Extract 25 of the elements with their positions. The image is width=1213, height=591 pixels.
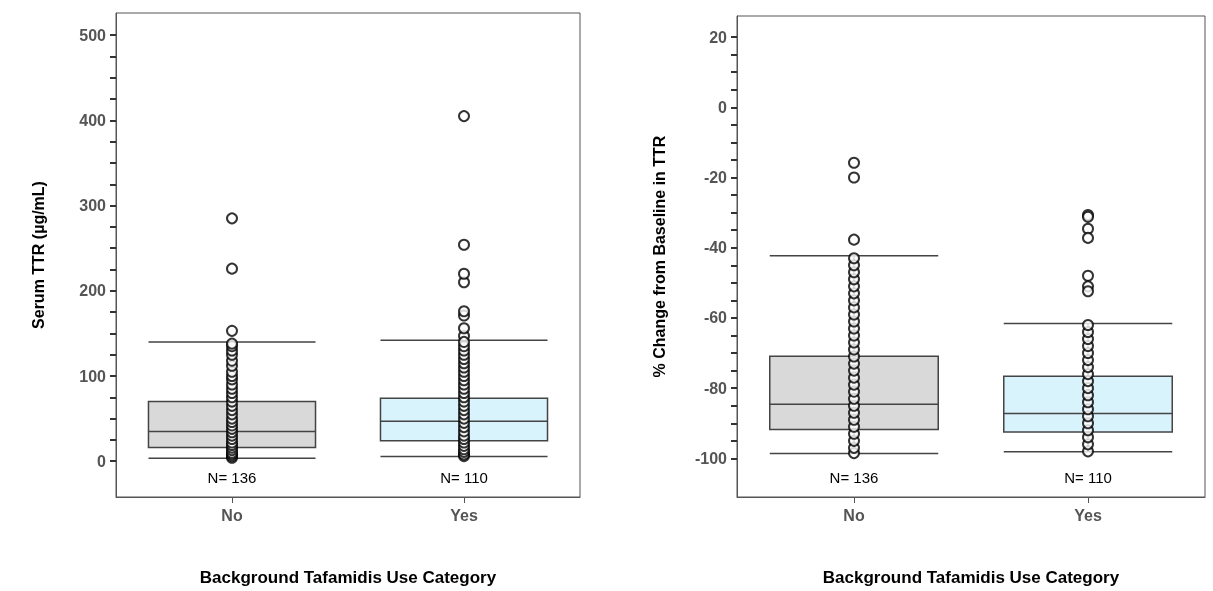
- y-tick-label: -40: [703, 239, 728, 257]
- x-tick-label: Yes: [1074, 506, 1102, 524]
- annotation: N= 110: [440, 468, 488, 486]
- x-axis-title: Background Tafamidis Use Category: [199, 568, 497, 587]
- y-tick-label: 200: [79, 282, 107, 300]
- y-tick-label: 0: [718, 98, 728, 116]
- x-tick-label: Yes: [450, 506, 478, 524]
- y-tick-label: -60: [703, 309, 728, 327]
- y-tick-label: 500: [79, 26, 107, 44]
- y-tick-label: -100: [694, 449, 728, 467]
- y-axis-title: Serum TTR (µg/mL): [29, 181, 47, 329]
- y-tick-label: 400: [79, 111, 107, 129]
- y-tick-label: -80: [703, 379, 728, 397]
- y-tick-label: 20: [709, 28, 728, 46]
- y-tick-label: 0: [97, 452, 107, 470]
- y-tick-label: 300: [79, 197, 107, 215]
- y-tick-label: 100: [79, 367, 107, 385]
- annotation: N= 136: [207, 468, 257, 486]
- x-axis-title: Background Tafamidis Use Category: [822, 568, 1120, 587]
- annotation: N= 136: [829, 468, 879, 486]
- y-tick-label: -20: [703, 169, 728, 186]
- y-axis-title: % Change from Baseline in TTR: [650, 135, 668, 378]
- x-tick-label: No: [843, 506, 865, 524]
- annotation: N= 110: [1064, 468, 1112, 486]
- x-tick-label: No: [221, 506, 243, 524]
